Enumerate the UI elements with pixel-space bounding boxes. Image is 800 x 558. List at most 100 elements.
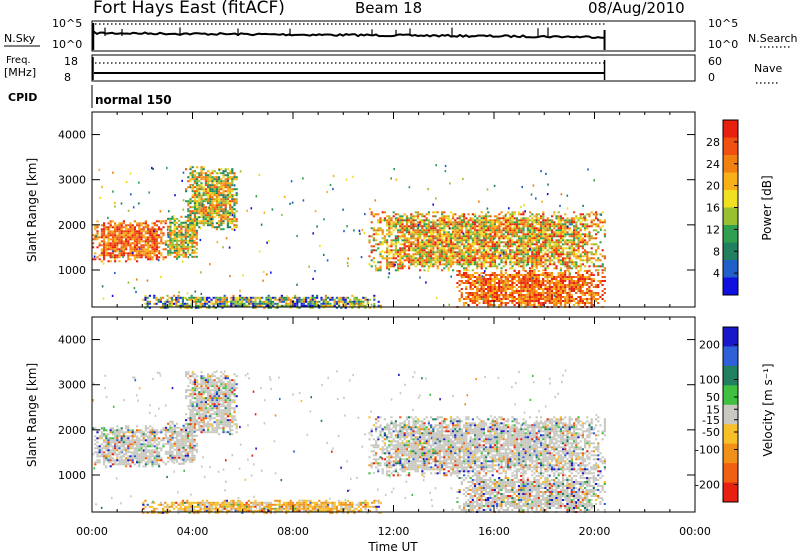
echo-cell xyxy=(162,220,164,222)
echo-cell xyxy=(371,259,373,261)
echo-cell xyxy=(112,248,114,250)
echo-cell xyxy=(509,249,511,251)
echo-cell xyxy=(478,288,480,290)
echo-cell xyxy=(415,231,417,233)
echo-cell xyxy=(312,303,314,305)
echo-cell xyxy=(500,270,502,272)
echo-cell xyxy=(235,299,237,301)
echo-cell xyxy=(586,253,588,255)
echo-cell xyxy=(489,231,491,233)
echo-cell xyxy=(604,233,606,235)
echo-cell xyxy=(153,295,155,297)
echo-cell xyxy=(568,270,570,272)
echo-cell xyxy=(555,265,557,267)
echo-cell xyxy=(476,221,478,223)
echo-cell xyxy=(531,193,533,195)
echo-cell xyxy=(246,210,248,212)
echo-cell xyxy=(192,188,194,190)
echo-cell xyxy=(151,232,153,234)
echo-cell xyxy=(549,302,551,304)
echo-cell xyxy=(222,182,224,184)
echo-cell xyxy=(196,184,198,186)
echo-cell xyxy=(390,265,392,267)
echo-cell xyxy=(560,217,562,219)
echo-cell xyxy=(562,247,564,249)
echo-cell xyxy=(214,180,216,182)
echo-cell xyxy=(198,216,200,218)
echo-cell xyxy=(227,214,229,216)
echo-cell xyxy=(232,214,234,216)
echo-cell xyxy=(536,263,538,265)
echo-cell xyxy=(575,261,577,263)
echo-cell xyxy=(216,172,218,174)
echo-cell xyxy=(544,229,546,231)
echo-cell xyxy=(236,220,238,222)
echo-cell xyxy=(421,257,423,259)
echo-cell xyxy=(481,280,483,282)
echo-cell xyxy=(558,249,560,251)
echo-cell xyxy=(465,225,467,227)
echo-cell xyxy=(379,217,381,219)
echo-cell xyxy=(489,261,491,263)
echo-cell xyxy=(584,265,586,267)
echo-cell xyxy=(542,288,544,290)
echo-cell xyxy=(101,230,103,232)
echo-cell xyxy=(209,176,211,178)
echo-cell xyxy=(599,265,601,267)
echo-cell xyxy=(538,213,540,215)
echo-cell xyxy=(172,240,174,242)
echo-cell xyxy=(586,225,588,227)
echo-cell xyxy=(406,239,408,241)
echo-cell xyxy=(415,257,417,259)
echo-cell xyxy=(185,254,187,256)
echo-cell xyxy=(494,223,496,225)
echo-cell xyxy=(329,299,331,301)
echo-cell xyxy=(542,253,544,255)
echo-cell xyxy=(227,220,229,222)
echo-cell xyxy=(492,255,494,257)
echo-cell xyxy=(443,251,445,253)
echo-cell xyxy=(187,292,189,294)
echo-cell xyxy=(478,223,480,225)
echo-cell xyxy=(478,239,480,241)
echo-cell xyxy=(562,284,564,286)
echo-cell xyxy=(452,223,454,225)
echo-cell xyxy=(434,261,436,263)
echo-cell xyxy=(225,184,227,186)
echo-cell xyxy=(474,300,476,302)
echo-cell xyxy=(588,274,590,276)
echo-cell xyxy=(544,235,546,237)
echo-cell xyxy=(483,221,485,223)
echo-cell xyxy=(314,299,316,301)
echo-cell xyxy=(478,251,480,253)
echo-cell xyxy=(423,253,425,255)
echo-cell xyxy=(569,276,571,278)
echo-cell xyxy=(185,230,187,232)
echo-cell xyxy=(445,239,447,241)
echo-cell xyxy=(415,265,417,267)
echo-cell xyxy=(472,269,474,271)
echo-cell xyxy=(472,257,474,259)
echo-cell xyxy=(432,221,434,223)
echo-cell xyxy=(478,221,480,223)
echo-cell xyxy=(169,224,171,226)
echo-cell xyxy=(564,257,566,259)
echo-cell xyxy=(410,261,412,263)
echo-cell xyxy=(525,241,527,243)
echo-cell xyxy=(327,259,329,261)
echo-cell xyxy=(103,238,105,240)
echo-cell xyxy=(189,166,191,168)
echo-cell xyxy=(476,237,478,239)
echo-cell xyxy=(465,241,467,243)
echo-cell xyxy=(382,229,384,231)
echo-cell xyxy=(105,244,107,246)
echo-cell xyxy=(564,241,566,243)
echo-cell xyxy=(560,215,562,217)
echo-cell xyxy=(426,263,428,265)
echo-cell xyxy=(599,241,601,243)
echo-cell xyxy=(434,235,436,237)
echo-cell xyxy=(207,210,209,212)
echo-cell xyxy=(393,211,395,213)
echo-cell xyxy=(189,224,191,226)
echo-cell xyxy=(591,304,593,306)
